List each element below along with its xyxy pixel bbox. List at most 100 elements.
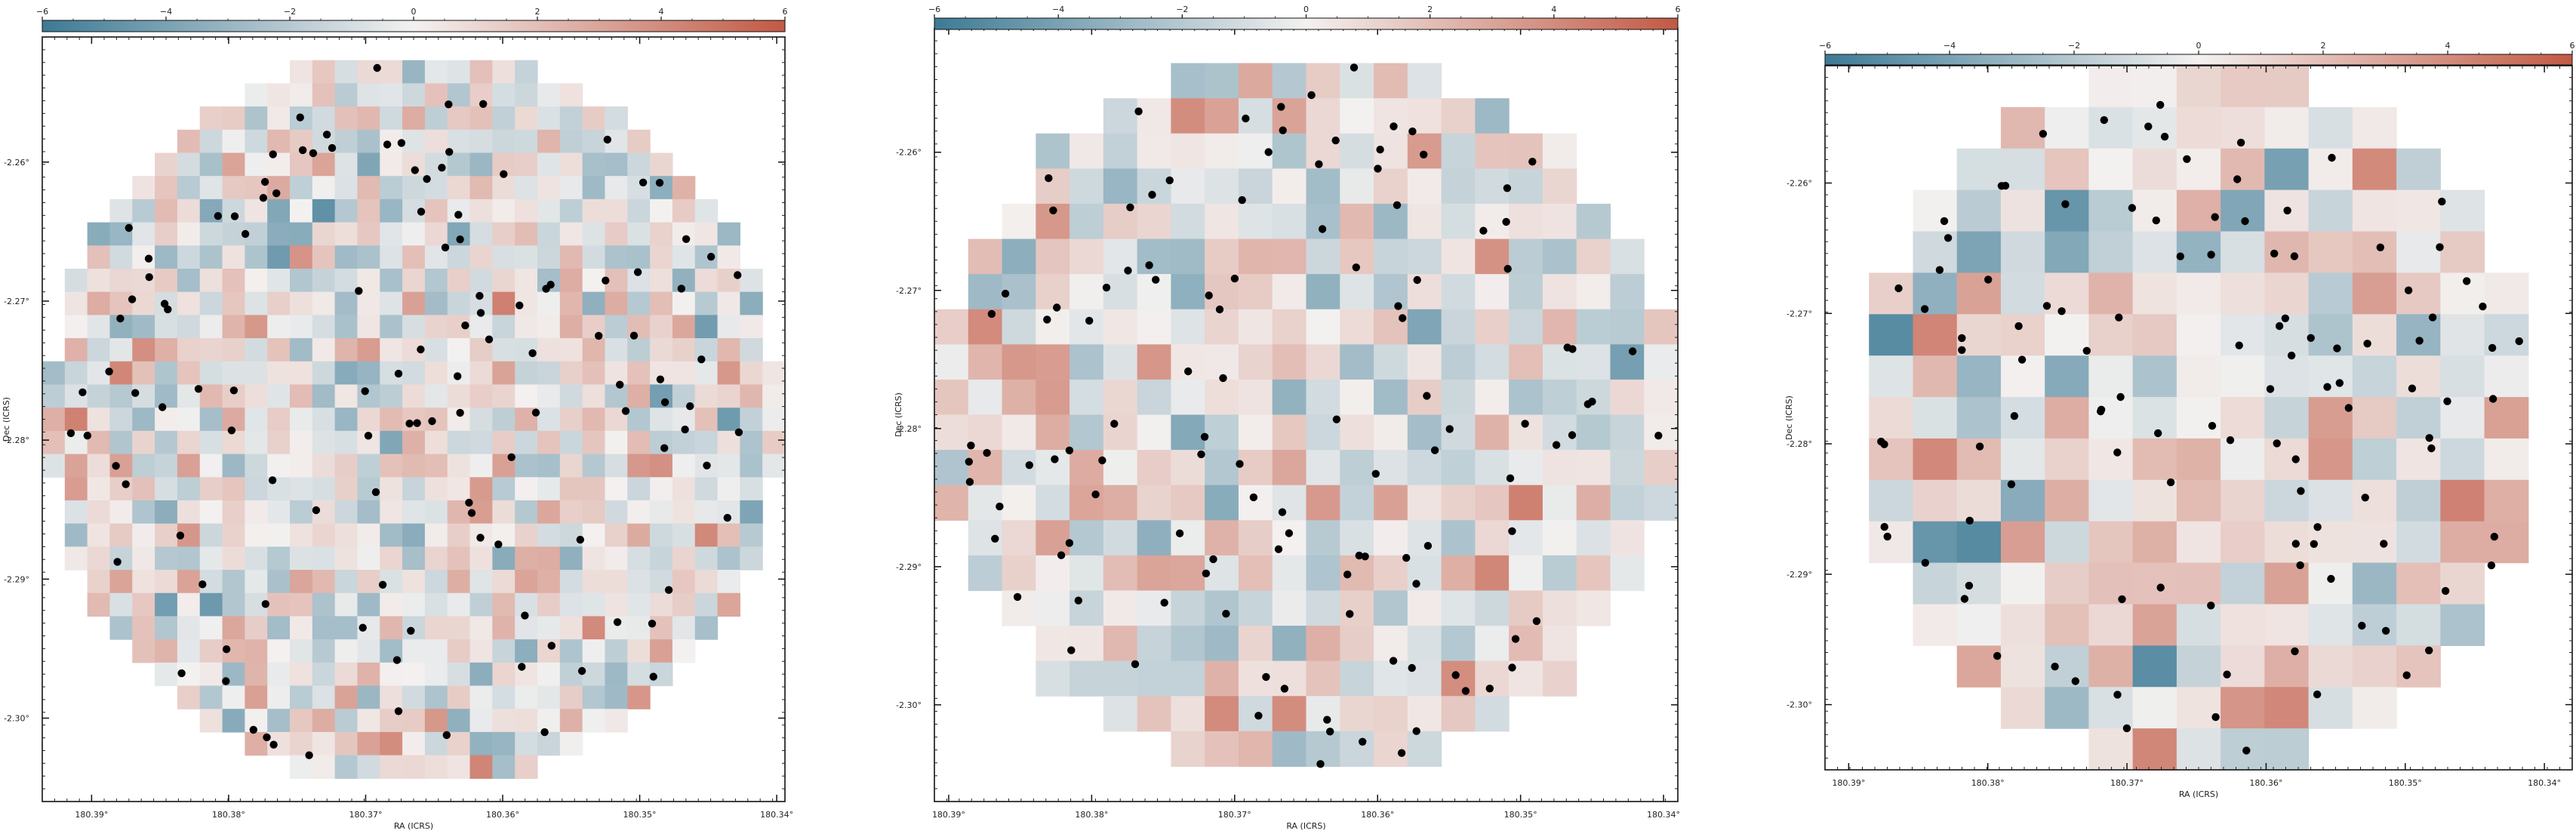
- heatmap-cell: [469, 106, 493, 131]
- heatmap-cell: [132, 176, 155, 200]
- heatmap-cell: [605, 291, 628, 315]
- heatmap-cell: [1869, 397, 1914, 439]
- heatmap-cell: [357, 639, 380, 663]
- source-marker: [1944, 234, 1953, 242]
- heatmap-cell: [627, 662, 651, 687]
- heatmap-cell: [357, 315, 380, 339]
- heatmap-cell: [717, 384, 740, 408]
- heatmap-cell: [672, 291, 696, 315]
- heatmap-cell: [245, 198, 268, 223]
- heatmap-cell: [1103, 274, 1138, 310]
- heatmap-cell: [380, 546, 403, 571]
- source-marker: [328, 143, 337, 152]
- heatmap-cell: [469, 384, 493, 408]
- source-marker: [312, 506, 321, 515]
- source-marker: [229, 386, 239, 395]
- heatmap-cell: [2088, 604, 2134, 646]
- heatmap-cell: [559, 361, 583, 386]
- source-marker: [2438, 197, 2446, 206]
- heatmap-cell: [582, 361, 606, 386]
- heatmap-cell: [559, 662, 583, 687]
- heatmap-cell: [424, 106, 448, 131]
- heatmap-cell: [402, 639, 426, 663]
- source-marker: [965, 478, 974, 486]
- heatmap-cell: [2132, 314, 2177, 356]
- heatmap-cell: [424, 500, 448, 525]
- heatmap-cell: [334, 639, 359, 663]
- source-marker: [2291, 455, 2300, 463]
- heatmap-cell: [402, 384, 426, 408]
- heatmap-cell: [2308, 562, 2353, 605]
- heatmap-cell: [1137, 414, 1172, 451]
- heatmap-cell: [627, 152, 651, 177]
- heatmap-cell: [245, 430, 268, 455]
- heatmap-cell: [267, 268, 291, 293]
- source-marker: [1197, 450, 1205, 459]
- source-marker: [1160, 599, 1168, 607]
- source-marker: [2017, 355, 2027, 364]
- heatmap-cell: [380, 592, 403, 617]
- heatmap-cell: [694, 268, 719, 293]
- source-marker: [1408, 663, 1416, 672]
- heatmap-cell: [2176, 645, 2221, 688]
- heatmap-cell: [1913, 314, 1958, 356]
- heatmap-cell: [1475, 133, 1510, 169]
- heatmap-cell: [199, 245, 223, 269]
- heatmap-cell: [1137, 379, 1172, 416]
- heatmap-cell: [290, 245, 313, 269]
- source-marker: [2487, 561, 2496, 570]
- heatmap-cell: [469, 60, 493, 84]
- heatmap-cell: [380, 222, 403, 246]
- heatmap-cell: [177, 477, 201, 501]
- heatmap-cell: [1441, 133, 1476, 169]
- colorbar: −6 −4 −2 0 2 4 6: [36, 7, 788, 32]
- heatmap-cell: [2264, 645, 2310, 688]
- heatmap-cell: [559, 152, 583, 177]
- source-marker: [1264, 148, 1273, 156]
- heatmap-cell: [469, 570, 493, 594]
- heatmap-cell: [334, 755, 359, 779]
- heatmap-cell: [402, 291, 426, 315]
- heatmap-cell: [267, 430, 291, 455]
- heatmap-cell: [1407, 626, 1442, 662]
- heatmap-cell: [380, 408, 403, 432]
- source-marker: [2057, 307, 2066, 315]
- heatmap-cell: [109, 546, 133, 571]
- heatmap-cell: [1509, 520, 1543, 556]
- x-tick-label: 180.38°: [1971, 778, 2005, 788]
- heatmap-cell: [469, 639, 493, 663]
- heatmap-cell: [1137, 696, 1172, 732]
- source-marker: [1920, 305, 1929, 313]
- source-marker: [577, 666, 586, 675]
- heatmap-cell: [87, 570, 111, 594]
- source-marker: [655, 179, 664, 187]
- heatmap-cell: [402, 430, 426, 455]
- heatmap-cell: [1542, 309, 1577, 345]
- heatmap-cell: [334, 268, 359, 293]
- heatmap-cell: [694, 198, 719, 223]
- source-marker: [305, 751, 313, 759]
- source-marker: [144, 254, 153, 263]
- source-marker: [2071, 677, 2079, 685]
- heatmap-cell: [717, 408, 740, 432]
- heatmap-cell: [650, 268, 673, 293]
- heatmap-cell: [312, 662, 336, 687]
- heatmap-cell: [64, 291, 88, 315]
- source-marker: [445, 148, 454, 156]
- source-marker: [1209, 555, 1217, 564]
- heatmap-cell: [177, 570, 201, 594]
- heatmap-cell: [1306, 660, 1340, 697]
- heatmap-cell: [492, 408, 516, 432]
- heatmap-cell: [650, 338, 673, 362]
- heatmap-cell: [559, 430, 583, 455]
- heatmap-cell: [334, 430, 359, 455]
- heatmap-cell: [492, 268, 516, 293]
- heatmap-cell: [672, 523, 696, 547]
- heatmap-cell: [469, 245, 493, 269]
- heatmap-cell: [402, 709, 426, 733]
- heatmap-cell: [155, 477, 178, 501]
- source-marker: [2113, 448, 2122, 457]
- heatmap-cell: [42, 408, 66, 432]
- source-marker: [1485, 685, 1494, 693]
- heatmap-cell: [222, 176, 245, 200]
